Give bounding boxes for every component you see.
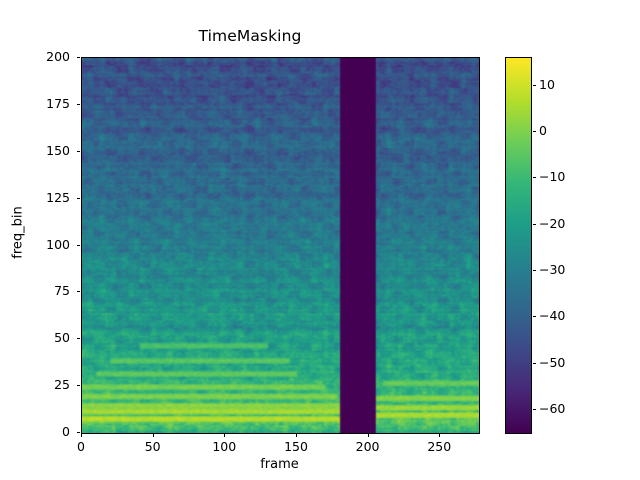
y-axis-tick <box>76 338 80 340</box>
y-axis-tick <box>76 103 80 105</box>
y-axis-tick-label: 0 <box>62 424 70 439</box>
colorbar-tick <box>532 270 536 271</box>
x-axis-tick-label: 250 <box>427 439 452 454</box>
y-axis-tick-label: 100 <box>46 236 70 252</box>
colorbar-tick <box>532 223 536 225</box>
y-axis-tick-label: 200 <box>46 49 70 64</box>
x-axis-tick <box>367 433 369 437</box>
x-axis-label: frame <box>260 457 299 472</box>
colorbar-tick-label: 10 <box>539 76 555 92</box>
colorbar-tick-label: −10 <box>539 169 566 185</box>
spectrogram-image <box>82 58 479 433</box>
x-axis-tick <box>81 433 82 437</box>
y-axis-tick <box>76 291 80 293</box>
y-axis-tick-label: 25 <box>54 377 70 393</box>
x-axis-tick <box>439 433 441 437</box>
colorbar-tick <box>532 408 536 410</box>
x-axis-tick-label: 50 <box>144 439 161 454</box>
y-axis-tick <box>76 150 80 152</box>
y-axis-tick-label: 75 <box>54 283 70 299</box>
x-axis-tick-label: 150 <box>284 439 308 454</box>
x-axis-tick <box>224 433 226 437</box>
x-axis-tick <box>296 433 297 437</box>
y-axis-tick-label: 50 <box>54 330 70 346</box>
y-axis-tick-label: 125 <box>46 189 70 205</box>
y-axis-tick <box>76 197 80 199</box>
colorbar-tick <box>532 316 536 318</box>
heatmap-plot-area <box>81 57 480 434</box>
x-axis-tick-label: 200 <box>355 439 380 454</box>
colorbar-tick-label: −20 <box>539 215 566 231</box>
colorbar-tick <box>532 362 536 364</box>
y-axis-tick <box>76 432 80 433</box>
colorbar-tick-label: 0 <box>539 123 547 139</box>
y-axis-tick <box>76 57 80 58</box>
colorbar-tick-label: −60 <box>539 400 566 416</box>
y-axis-tick-label: 150 <box>46 142 70 158</box>
colorbar-tick-label: −40 <box>539 308 566 324</box>
colorbar <box>505 57 532 434</box>
y-axis-tick <box>76 244 80 246</box>
colorbar-gradient <box>506 58 531 433</box>
chart-title: TimeMasking <box>198 27 302 45</box>
x-axis-tick-label: 100 <box>212 439 237 454</box>
colorbar-tick-label: −30 <box>539 262 566 277</box>
x-axis-tick <box>152 433 154 437</box>
colorbar-tick <box>532 131 536 133</box>
y-axis-tick <box>76 385 80 387</box>
colorbar-tick <box>532 177 536 179</box>
colorbar-tick-label: −50 <box>539 354 566 370</box>
y-axis-tick-label: 175 <box>46 95 70 111</box>
colorbar-tick <box>532 84 536 86</box>
x-axis-tick-label: 0 <box>77 439 85 454</box>
